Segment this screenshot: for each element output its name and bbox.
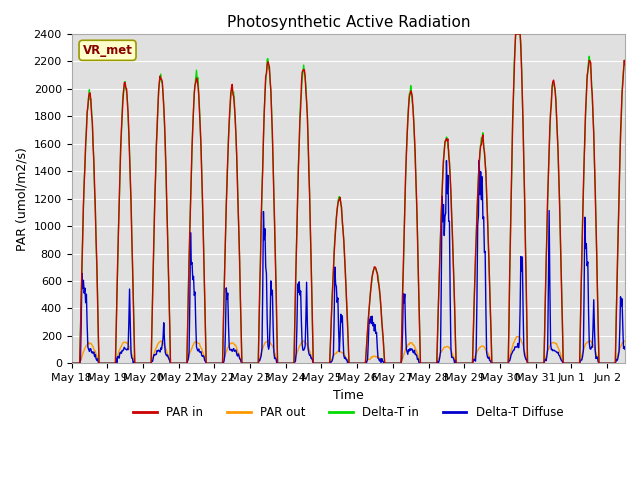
X-axis label: Time: Time [333,389,364,402]
Legend: PAR in, PAR out, Delta-T in, Delta-T Diffuse: PAR in, PAR out, Delta-T in, Delta-T Dif… [129,401,568,423]
Text: VR_met: VR_met [83,44,132,57]
Y-axis label: PAR (umol/m2/s): PAR (umol/m2/s) [15,147,28,251]
Title: Photosynthetic Active Radiation: Photosynthetic Active Radiation [227,15,470,30]
